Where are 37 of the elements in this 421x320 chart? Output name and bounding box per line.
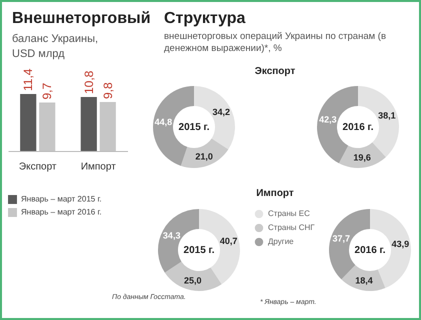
text: Импорт bbox=[256, 188, 294, 199]
data-label: 34,2 bbox=[212, 107, 230, 118]
text: Структура bbox=[164, 10, 246, 28]
legend-label: Страны ЕС bbox=[268, 209, 310, 218]
data-label: 40,7 bbox=[220, 236, 238, 246]
legend-label: Другие bbox=[268, 237, 294, 246]
bar bbox=[80, 97, 97, 151]
data-label: 18,4 bbox=[355, 275, 373, 286]
legend-label: Январь – март 2016 г. bbox=[21, 208, 102, 216]
data-label: 42,3 bbox=[319, 114, 337, 125]
data-label: 9,8 bbox=[100, 82, 115, 99]
text: 2015 г. bbox=[178, 122, 210, 133]
donut-slice bbox=[341, 265, 386, 291]
data-label: 21,0 bbox=[195, 151, 213, 162]
donut-slice bbox=[338, 142, 386, 168]
bar bbox=[20, 94, 36, 151]
text: 2016 г. bbox=[342, 122, 374, 133]
data-label: 43,9 bbox=[392, 239, 410, 250]
text: Экспорт bbox=[254, 66, 296, 77]
text: внешнеторговых операций Украины по странам (в денежном выражении)*, % bbox=[164, 31, 387, 55]
text: 2015 г. bbox=[184, 245, 215, 256]
data-label: 10,8 bbox=[82, 70, 96, 94]
data-label: 9,7 bbox=[40, 82, 54, 100]
chart-title: Внешнеторговый bbox=[12, 10, 151, 28]
data-label: 19,6 bbox=[353, 152, 371, 163]
data-label: 11,4 bbox=[21, 68, 36, 91]
donut-slice bbox=[164, 262, 222, 291]
data-label: 37,7 bbox=[332, 233, 350, 244]
legend-label: Январь – март 2015 г. bbox=[21, 194, 102, 204]
data-label: 34,3 bbox=[162, 230, 180, 240]
legend-label: Страны СНГ bbox=[268, 223, 316, 232]
data-label: 25,0 bbox=[184, 275, 202, 286]
chart-subtitle: баланс Украины, USD млрд bbox=[12, 32, 100, 62]
donut-slice bbox=[180, 138, 228, 168]
text: 2016 г. bbox=[354, 245, 386, 256]
data-label: 38,1 bbox=[378, 110, 396, 121]
data-label: 44,8 bbox=[154, 116, 172, 127]
